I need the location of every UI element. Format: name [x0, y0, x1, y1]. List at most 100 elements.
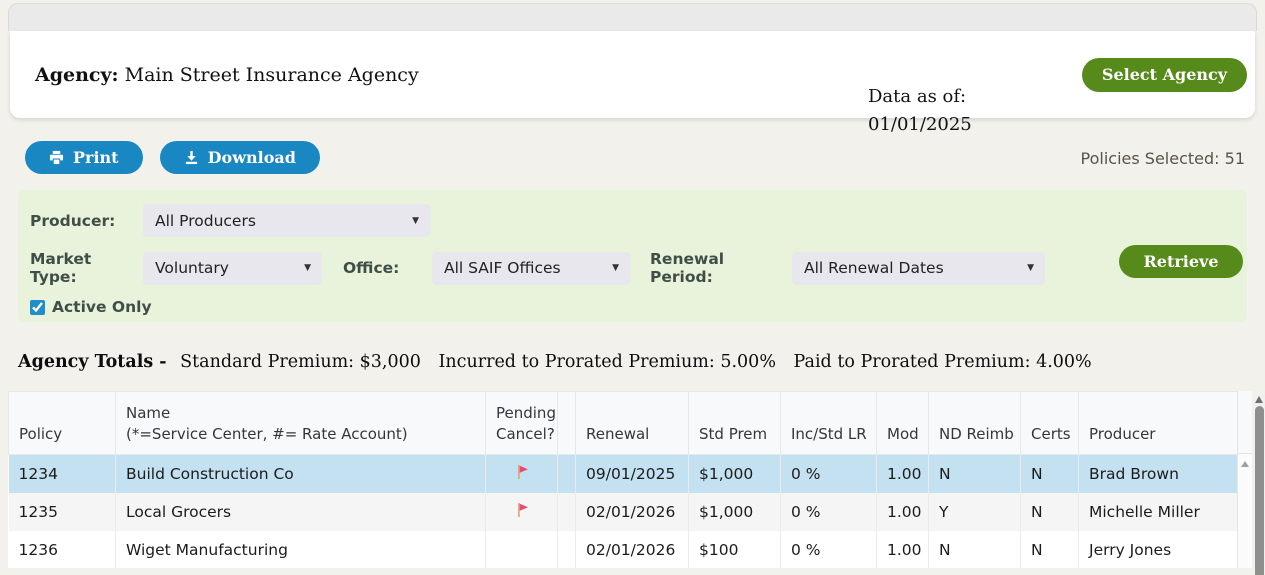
cell-spacer — [557, 454, 576, 493]
chevron-down-icon: ▼ — [612, 263, 619, 273]
cell-nd-reimb: N — [928, 454, 1021, 493]
renewal-period-label: Renewal Period: — [650, 250, 725, 286]
scroll-up-icon[interactable] — [1241, 461, 1249, 467]
scroll-up-icon[interactable] — [1255, 396, 1263, 403]
table-row[interactable]: 1235 Local Grocers 02/01/2026 $1,000 0 %… — [8, 492, 1238, 531]
producer-select-value: All Producers — [155, 211, 256, 230]
col-header-mod: Mod — [876, 391, 929, 455]
producer-label: Producer: — [30, 211, 116, 230]
agency-header-card: Agency: Main Street Insurance Agency Dat… — [10, 31, 1255, 135]
table-header-row: Policy Name (*=Service Center, #= Rate A… — [8, 391, 1238, 455]
cell-name: Build Construction Co — [115, 454, 486, 493]
cell-nd-reimb: Y — [928, 492, 1021, 531]
active-only-checkbox[interactable] — [30, 299, 45, 315]
retrieve-button[interactable]: Retrieve — [1119, 245, 1243, 278]
download-icon — [184, 150, 199, 165]
cell-mod: 1.00 — [876, 492, 929, 531]
cell-policy: 1235 — [8, 492, 116, 531]
agency-line: Agency: Main Street Insurance Agency — [35, 64, 419, 86]
cell-certs: N — [1020, 530, 1079, 569]
cell-pending-cancel — [485, 492, 558, 531]
table-scrollbar[interactable] — [1237, 391, 1252, 568]
office-select[interactable]: All SAIF Offices ▼ — [432, 251, 630, 285]
cell-spacer — [557, 492, 576, 531]
col-header-policy: Policy — [8, 391, 116, 455]
market-type-label: Market Type: — [30, 250, 92, 286]
cell-policy: 1234 — [8, 454, 116, 493]
agency-name: Main Street Insurance Agency — [124, 63, 419, 86]
cell-certs: N — [1020, 492, 1079, 531]
print-button[interactable]: Print — [25, 141, 143, 174]
producer-select[interactable]: All Producers ▼ — [143, 204, 430, 237]
cell-mod: 1.00 — [876, 530, 929, 569]
download-button[interactable]: Download — [159, 141, 320, 174]
cell-spacer — [557, 530, 576, 569]
data-as-of: Data as of: 01/01/2025 — [868, 83, 972, 139]
renewal-period-select[interactable]: All Renewal Dates ▼ — [792, 251, 1045, 285]
active-only-label: Active Only — [52, 298, 152, 316]
select-agency-button[interactable]: Select Agency — [1082, 57, 1247, 92]
chevron-down-icon: ▼ — [412, 215, 419, 226]
policies-table: Policy Name (*=Service Center, #= Rate A… — [8, 391, 1252, 569]
standard-premium-total: Standard Premium: $3,000 — [180, 352, 421, 372]
table-row[interactable]: 1236 Wiget Manufacturing 02/01/2026 $100… — [8, 530, 1238, 569]
cell-inc-std-lr: 0 % — [780, 530, 877, 569]
cell-mod: 1.00 — [876, 454, 929, 493]
cell-producer: Jerry Jones — [1078, 530, 1238, 569]
cell-renewal: 09/01/2025 — [575, 454, 689, 493]
cell-nd-reimb: N — [928, 530, 1021, 569]
cell-name: Wiget Manufacturing — [115, 530, 486, 569]
printer-icon — [49, 150, 64, 165]
chevron-down-icon: ▼ — [304, 263, 311, 273]
office-label: Office: — [343, 259, 400, 277]
cell-renewal: 02/01/2026 — [575, 530, 689, 569]
chevron-down-icon: ▼ — [1027, 263, 1034, 273]
filter-row-active: Active Only — [30, 298, 1235, 316]
market-type-select[interactable]: Voluntary ▼ — [143, 251, 322, 285]
filter-panel: Producer: All Producers ▼ Market Type: V… — [18, 190, 1247, 322]
agency-label: Agency: — [35, 63, 119, 86]
cell-producer: Brad Brown — [1078, 454, 1238, 493]
cell-std-prem: $1,000 — [688, 454, 781, 493]
pending-cancel-flag-icon — [517, 502, 528, 517]
data-as-of-label: Data as of: — [868, 86, 967, 107]
col-header-spacer — [557, 391, 576, 455]
cell-std-prem: $100 — [688, 530, 781, 569]
data-as-of-date: 01/01/2025 — [868, 114, 972, 135]
col-header-renewal: Renewal — [575, 391, 689, 455]
office-select-value: All SAIF Offices — [444, 259, 561, 277]
actions-row: Print Download Policies Selected: 51 — [25, 141, 1245, 175]
cell-policy: 1236 — [8, 530, 116, 569]
agency-totals: Agency Totals - Standard Premium: $3,000… — [18, 352, 1265, 372]
col-header-std-prem: Std Prem — [688, 391, 781, 455]
agency-totals-heading: Agency Totals - — [18, 352, 167, 372]
cell-producer: Michelle Miller — [1078, 492, 1238, 531]
col-header-nd-reimb: ND Reimb — [928, 391, 1021, 455]
col-header-producer: Producer — [1078, 391, 1238, 455]
col-header-name: Name (*=Service Center, #= Rate Account) — [115, 391, 486, 455]
collapsed-panel-bar — [8, 3, 1257, 31]
col-header-pending-cancel: Pending Cancel? — [485, 391, 558, 455]
table-row[interactable]: 1234 Build Construction Co 09/01/2025 $1… — [8, 454, 1238, 493]
scrollbar-thumb[interactable] — [1254, 406, 1264, 575]
policies-selected-count: Policies Selected: 51 — [1080, 149, 1245, 168]
renewal-period-select-value: All Renewal Dates — [804, 259, 944, 277]
cell-certs: N — [1020, 454, 1079, 493]
page-scrollbar[interactable] — [1253, 392, 1265, 575]
col-header-certs: Certs — [1020, 391, 1079, 455]
filter-row-market: Market Type: Voluntary ▼ Office: All SAI… — [30, 250, 1235, 286]
cell-inc-std-lr: 0 % — [780, 492, 877, 531]
col-header-inc-std-lr: Inc/Std LR — [780, 391, 877, 455]
incurred-to-prorated-total: Incurred to Prorated Premium: 5.00% — [438, 352, 776, 372]
market-type-select-value: Voluntary — [155, 259, 229, 277]
table-scrollbar-header-cap — [1238, 391, 1252, 454]
cell-renewal: 02/01/2026 — [575, 492, 689, 531]
cell-pending-cancel — [485, 454, 558, 493]
download-button-label: Download — [207, 148, 296, 167]
paid-to-prorated-total: Paid to Prorated Premium: 4.00% — [793, 352, 1092, 372]
cell-std-prem: $1,000 — [688, 492, 781, 531]
filter-row-producer: Producer: All Producers ▼ — [30, 204, 1235, 237]
cell-inc-std-lr: 0 % — [780, 454, 877, 493]
pending-cancel-flag-icon — [517, 464, 528, 479]
cell-pending-cancel — [485, 530, 558, 569]
